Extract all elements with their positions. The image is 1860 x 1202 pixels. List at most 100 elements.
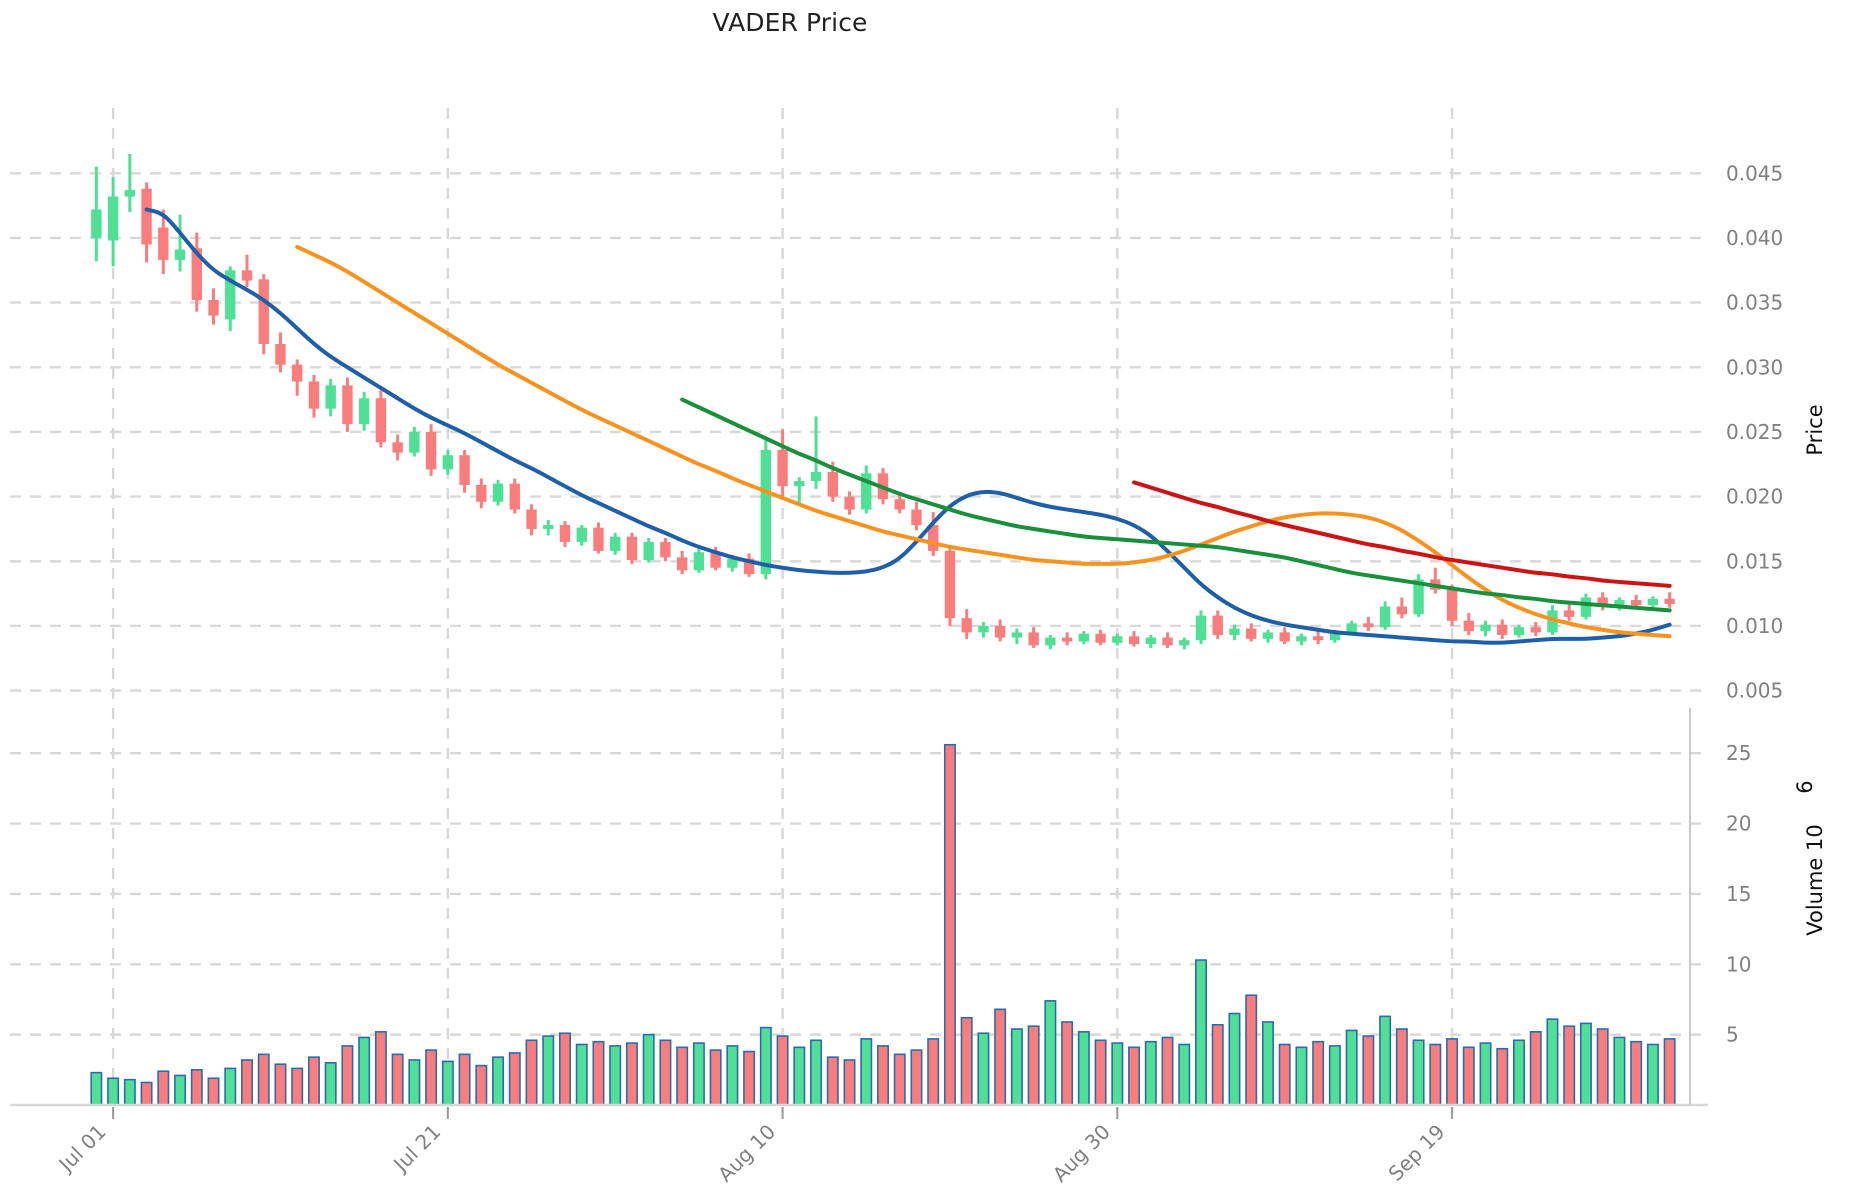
candlestick-body [810, 472, 822, 482]
volume-bar [1178, 1043, 1191, 1106]
candlestick-layer [91, 153, 1675, 650]
candlestick-body [1664, 598, 1675, 604]
candlestick-body [141, 188, 152, 245]
volume-bar [793, 1046, 806, 1106]
candlestick-body [861, 473, 872, 510]
ma-red-line [1132, 480, 1672, 588]
volume-bar [927, 1038, 940, 1106]
candlestick-body [191, 248, 202, 301]
volume-axis-title: Volume 10 [1803, 824, 1827, 936]
candlestick-body [1363, 623, 1374, 628]
candlestick-body [844, 496, 855, 510]
candlestick-body [1647, 598, 1659, 606]
candlestick-body [911, 509, 922, 526]
candlestick-body [827, 472, 838, 497]
volume-bar [107, 1077, 120, 1106]
volume-bar [1111, 1042, 1124, 1106]
candlestick-body [241, 270, 253, 281]
volume-bar [391, 1053, 404, 1106]
volume-bar [1211, 1023, 1224, 1106]
volume-bar [475, 1064, 488, 1106]
volume-bar [374, 1031, 387, 1106]
volume-bar [943, 743, 956, 1106]
candlestick-body [1145, 637, 1156, 645]
volume-bar [492, 1056, 505, 1106]
volume-bar [1579, 1022, 1592, 1106]
candlestick-body [928, 525, 939, 551]
candlestick-body [124, 190, 136, 197]
volume-bar [408, 1059, 421, 1106]
candlestick-body [1045, 637, 1056, 646]
ma-green-line [680, 397, 1672, 613]
candlestick-body [727, 558, 738, 568]
candlestick-body [559, 525, 571, 542]
date-tick-label: Jul 21 [387, 1120, 445, 1178]
volume-bar [843, 1059, 856, 1106]
candlestick-body [710, 552, 721, 568]
volume-bar [559, 1032, 571, 1106]
volume-bar [425, 1049, 438, 1106]
candlestick-body [760, 450, 772, 575]
volume-bar [207, 1077, 220, 1106]
candlestick-body [1396, 606, 1408, 615]
volume-bar [458, 1053, 471, 1106]
candlestick-body [258, 279, 269, 344]
candlestick-body [1195, 615, 1207, 641]
price-tick-label: 0.030 [1726, 355, 1783, 379]
volume-bar [1128, 1046, 1141, 1106]
volume-bar [1630, 1040, 1643, 1106]
candlestick-body [643, 541, 654, 560]
volume-tick-label: 5 [1726, 1023, 1739, 1047]
candlestick-body [676, 557, 688, 571]
candlestick-body [1028, 632, 1039, 646]
volume-bar [692, 1042, 705, 1106]
volume-bar [307, 1056, 320, 1106]
volume-bar [1379, 1015, 1392, 1106]
volume-bar [1395, 1028, 1408, 1106]
volume-bar [224, 1067, 237, 1106]
volume-bar [609, 1045, 622, 1106]
candlestick-body [777, 450, 788, 487]
volume-bar [1328, 1045, 1341, 1106]
price-tick-label: 0.025 [1726, 420, 1783, 444]
candlestick-body [1312, 636, 1324, 641]
volume-bar [1195, 959, 1207, 1106]
candlestick-body [459, 455, 470, 485]
volume-bar [960, 1016, 973, 1106]
volume-bar [1496, 1047, 1509, 1106]
candlestick-body [660, 541, 671, 558]
volume-bar [910, 1049, 923, 1106]
candlestick-body [1530, 627, 1541, 633]
price-tick-label: 0.005 [1726, 679, 1783, 703]
date-tick-label: Jul 01 [53, 1120, 111, 1178]
candlestick-body [961, 618, 972, 633]
volume-bar [1144, 1040, 1157, 1106]
volume-tick-label: 15 [1726, 882, 1751, 906]
volume-bar [1010, 1028, 1023, 1106]
candlestick-body [1262, 632, 1274, 639]
volume-bar [241, 1059, 253, 1106]
candlestick-body [492, 483, 504, 502]
volume-axis-exponent: 6 [1793, 780, 1817, 793]
candlestick-body [1580, 597, 1592, 617]
price-tick-label: 0.010 [1726, 614, 1783, 638]
candlestick-body [342, 385, 353, 425]
volume-bar [324, 1061, 337, 1106]
candlestick-body [1279, 632, 1290, 642]
volume-bar [676, 1046, 689, 1106]
candlestick-body [1480, 624, 1491, 632]
candlestick-body [593, 527, 604, 551]
volume-tick-label: 10 [1726, 952, 1751, 976]
candlestick-body [543, 525, 554, 529]
price-tick-label: 0.045 [1726, 161, 1783, 185]
price-tick-label: 0.015 [1726, 549, 1783, 573]
candlestick-body [292, 364, 303, 382]
volume-bar [1044, 1000, 1057, 1106]
volume-bar [893, 1053, 906, 1106]
volume-bars-layer [90, 743, 1676, 1106]
candlestick-body [1246, 628, 1257, 639]
volume-bar [1245, 994, 1258, 1106]
volume-bar [759, 1026, 772, 1106]
